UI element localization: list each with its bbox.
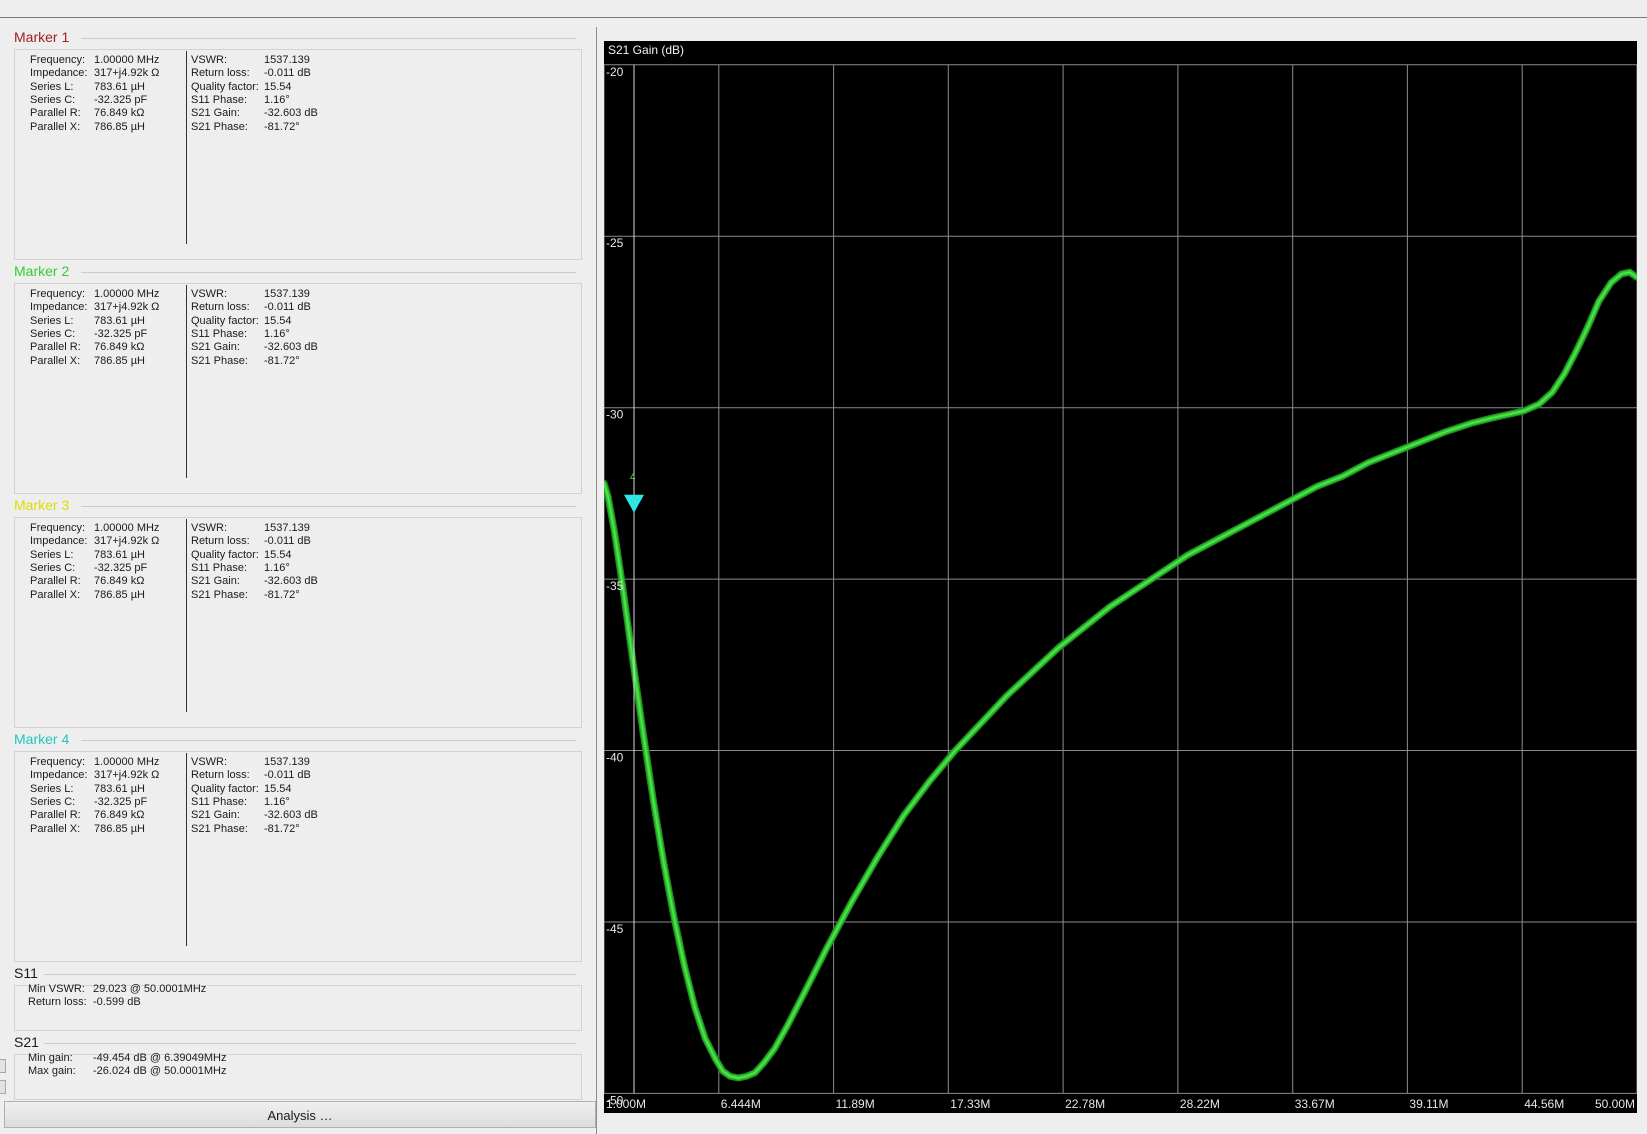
svg-text:17.33M: 17.33M [950,1097,990,1111]
svg-text:-25: -25 [606,236,624,250]
svg-text:44.56M: 44.56M [1524,1097,1564,1111]
svg-text:-45: -45 [606,922,624,936]
svg-text:1.000M: 1.000M [606,1097,646,1111]
svg-text:-20: -20 [606,65,624,79]
svg-text:6.444M: 6.444M [721,1097,761,1111]
svg-text:28.22M: 28.22M [1180,1097,1220,1111]
svg-text:11.89M: 11.89M [836,1097,875,1111]
svg-text:-30: -30 [606,408,624,422]
svg-text:33.67M: 33.67M [1295,1097,1335,1111]
svg-text:4: 4 [630,472,636,483]
svg-text:-40: -40 [606,751,624,765]
svg-text:22.78M: 22.78M [1065,1097,1105,1111]
svg-text:39.11M: 39.11M [1409,1097,1448,1111]
svg-text:-35: -35 [606,579,624,593]
svg-text:50.00M: 50.00M [1595,1097,1635,1111]
